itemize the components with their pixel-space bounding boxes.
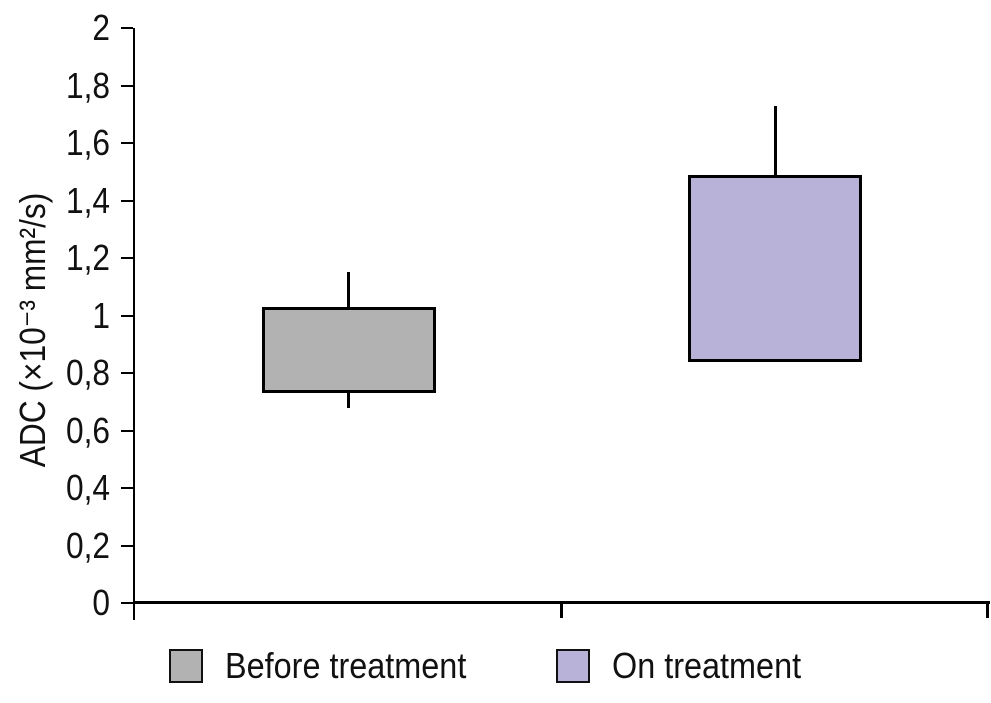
- y-tick: [121, 199, 133, 202]
- y-tick-label: 0,8: [65, 352, 110, 393]
- y-tick-label: 0: [92, 582, 110, 623]
- legend-item-before-treatment: Before treatment: [169, 648, 493, 684]
- y-axis: [133, 28, 135, 620]
- y-tick: [121, 84, 133, 87]
- y-tick: [121, 314, 133, 317]
- y-tick-label: 0,4: [65, 467, 110, 508]
- y-tick: [121, 487, 133, 489]
- legend-item-on-treatment: On treatment: [555, 645, 822, 686]
- x-tick: [986, 603, 989, 618]
- y-tick: [121, 372, 133, 374]
- y-tick-label: 1: [92, 294, 110, 336]
- y-tick: [121, 602, 133, 604]
- legend-label-on-treatment: On treatment: [611, 645, 801, 686]
- y-tick: [121, 429, 133, 432]
- y-tick: [121, 257, 133, 259]
- legend-swatch-before-treatment: [169, 649, 204, 683]
- legend-swatch-on-treatment: [555, 649, 590, 683]
- y-tick-label: 2: [92, 7, 110, 48]
- y-tick-label: 1,2: [65, 237, 110, 278]
- box-before-treatment: [261, 306, 436, 394]
- legend-label-before-treatment: Before treatment: [225, 645, 467, 686]
- box-on-treatment: [688, 174, 862, 362]
- whisker-high-on-treatment: [773, 105, 777, 178]
- y-tick-label: 1,8: [65, 64, 110, 106]
- y-tick: [121, 27, 133, 29]
- y-tick-label: 0,2: [65, 524, 110, 566]
- y-tick-label: 1,6: [65, 122, 110, 163]
- legend: Before treatment On treatment: [0, 648, 991, 684]
- whisker-high-before-treatment: [347, 272, 350, 310]
- x-tick: [560, 603, 563, 618]
- y-tick: [121, 142, 133, 144]
- y-tick: [121, 544, 133, 547]
- x-axis: [133, 601, 990, 604]
- whisker-low-before-treatment: [347, 390, 350, 408]
- y-tick-label: 1,4: [65, 179, 110, 221]
- y-tick-label: 0,6: [65, 409, 110, 451]
